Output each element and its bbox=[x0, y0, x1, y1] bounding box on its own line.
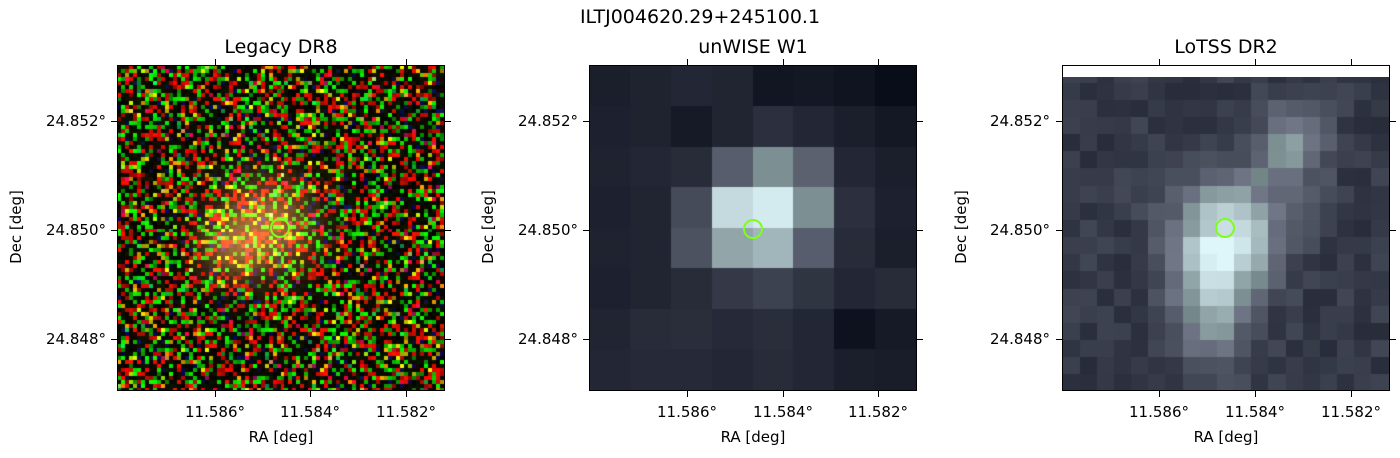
image-legacy bbox=[117, 65, 445, 391]
y-axis-label: Dec [deg] bbox=[7, 190, 25, 264]
x-axis-label: RA [deg] bbox=[1193, 428, 1259, 446]
x-tick-label: 11.584° bbox=[753, 403, 813, 421]
panel-title: LoTSS DR2 bbox=[1174, 36, 1278, 58]
source-marker-icon bbox=[1215, 218, 1235, 238]
x-tick-label: 11.586° bbox=[185, 403, 245, 421]
y-tick-label: 24.852° bbox=[46, 112, 106, 130]
source-marker-icon bbox=[743, 219, 763, 239]
y-tick-label: 24.848° bbox=[990, 330, 1050, 348]
y-tick-label: 24.848° bbox=[46, 330, 106, 348]
x-tick-label: 11.582° bbox=[1321, 403, 1381, 421]
panel-title: unWISE W1 bbox=[698, 36, 808, 58]
y-tick-label: 24.850° bbox=[990, 221, 1050, 239]
x-axis-label: RA [deg] bbox=[720, 428, 786, 446]
image-unwise bbox=[589, 65, 917, 391]
x-tick-label: 11.586° bbox=[657, 403, 717, 421]
x-axis-label: RA [deg] bbox=[248, 428, 314, 446]
y-axis-label: Dec [deg] bbox=[952, 190, 970, 264]
y-tick-label: 24.852° bbox=[990, 112, 1050, 130]
x-tick-label: 11.582° bbox=[848, 403, 908, 421]
x-tick-label: 11.584° bbox=[280, 403, 340, 421]
source-marker-icon bbox=[270, 218, 290, 238]
y-tick-label: 24.852° bbox=[518, 112, 578, 130]
figure-title: ILTJ004620.29+245100.1 bbox=[579, 6, 821, 28]
x-tick-label: 11.584° bbox=[1225, 403, 1285, 421]
y-axis-label: Dec [deg] bbox=[479, 190, 497, 264]
x-tick-label: 11.586° bbox=[1129, 403, 1189, 421]
y-tick-label: 24.850° bbox=[46, 221, 106, 239]
x-tick-label: 11.582° bbox=[376, 403, 436, 421]
y-tick-label: 24.848° bbox=[518, 330, 578, 348]
image-lotss bbox=[1062, 65, 1390, 391]
y-tick-label: 24.850° bbox=[518, 221, 578, 239]
panel-title: Legacy DR8 bbox=[224, 36, 338, 58]
